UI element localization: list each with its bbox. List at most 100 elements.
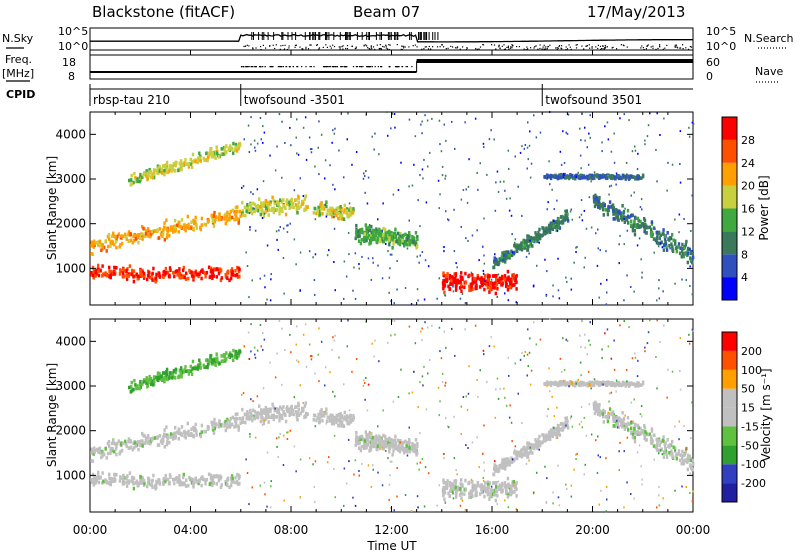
nsearch-point: [480, 47, 481, 48]
power-cell: [124, 233, 126, 237]
power-cell: [627, 209, 629, 213]
power-cell: [505, 281, 507, 285]
power-cell: [623, 299, 625, 301]
power-cell: [388, 243, 390, 247]
velocity-cell: [178, 478, 180, 482]
power-cell: [663, 243, 665, 247]
power-cell: [153, 168, 155, 172]
power-cell: [533, 285, 535, 287]
power-cell: [107, 245, 109, 249]
nave-point: [329, 66, 330, 67]
power-cell: [287, 231, 289, 233]
velocity-cell: [248, 415, 250, 419]
velocity-cell: [142, 380, 144, 384]
velocity-cell: [395, 447, 397, 451]
power-cell: [284, 142, 286, 144]
power-cell: [429, 152, 431, 154]
power-cell: [370, 238, 372, 242]
power-cell: [225, 222, 227, 226]
power-cell: [431, 118, 433, 120]
velocity-cell: [195, 480, 197, 484]
velocity-cell: [133, 379, 135, 383]
power-cell: [174, 226, 176, 230]
velocity-cell: [666, 455, 668, 459]
velocity-cell: [540, 441, 542, 445]
power-cell: [469, 275, 471, 277]
power-cell: [657, 112, 659, 114]
power-cell: [212, 219, 214, 223]
power-cell: [368, 257, 370, 259]
velocity-cell: [560, 383, 562, 387]
nave-point: [301, 66, 302, 67]
nave-point: [285, 66, 286, 67]
velocity-cell: [368, 449, 370, 453]
power-cell: [212, 269, 214, 273]
power-cell: [270, 278, 272, 280]
power-cell: [688, 127, 690, 129]
power-cells: [90, 111, 694, 305]
velocity-cell: [393, 439, 395, 443]
power-cell: [678, 231, 680, 233]
velocity-cell: [216, 482, 218, 486]
power-cell: [647, 135, 649, 137]
nsearch-point: [284, 48, 285, 49]
power-cell: [442, 174, 444, 176]
power-cell: [373, 149, 375, 151]
nsearch-point: [367, 47, 368, 48]
nsearch-point: [408, 46, 409, 47]
power-cell: [571, 174, 573, 178]
power-cell: [401, 239, 403, 243]
nave-point: [310, 66, 311, 67]
velocity-cell: [95, 476, 97, 480]
power-cell: [343, 298, 345, 300]
velocity-cell: [498, 468, 500, 472]
power-cell: [299, 290, 301, 292]
power-cell: [264, 275, 266, 277]
power-cell: [446, 278, 448, 282]
power-cell: [159, 275, 161, 279]
nsearch-point: [432, 46, 433, 47]
velocity-cell: [443, 498, 445, 502]
power-cell: [278, 212, 280, 216]
nsearch-point: [688, 49, 689, 50]
freq-right-top-tick: 60: [706, 56, 720, 69]
velocity-cell: [494, 469, 496, 473]
velocity-cell: [455, 495, 457, 499]
nsearch-point: [369, 49, 370, 50]
power-cell: [590, 137, 592, 139]
power-cell: [472, 235, 474, 237]
velocity-cell: [360, 449, 362, 453]
power-cell: [468, 285, 470, 289]
power-cell: [468, 186, 470, 188]
power-cell: [467, 202, 469, 204]
power-cell: [384, 237, 386, 241]
nsearch-point: [248, 45, 249, 46]
velocity-cell: [405, 444, 407, 448]
power-cell: [391, 235, 393, 239]
nave-point: [279, 66, 280, 67]
power-cell: [649, 112, 651, 114]
power-cell: [586, 228, 588, 230]
power-cell: [473, 277, 475, 281]
power-cell: [394, 113, 396, 115]
nsearch-point: [332, 45, 333, 46]
power-cell: [228, 146, 230, 150]
nsearch-point: [547, 46, 548, 47]
power-cell: [564, 162, 566, 164]
power-cell: [448, 287, 450, 291]
power-cell: [581, 199, 583, 201]
power-cell: [219, 267, 221, 271]
power-cell: [373, 262, 375, 264]
velocity-cell: [259, 412, 261, 416]
power-cell: [236, 273, 238, 277]
power-cell: [315, 253, 317, 255]
power-cell: [216, 145, 218, 149]
power-cell: [550, 224, 552, 228]
power-cell: [546, 295, 548, 297]
velocity-cell: [350, 414, 352, 418]
power-cell: [594, 194, 596, 198]
cpid-label: CPID: [6, 88, 35, 101]
velocity-cell: [621, 411, 623, 415]
power-cell: [291, 202, 293, 206]
velocity-cell: [590, 344, 592, 346]
